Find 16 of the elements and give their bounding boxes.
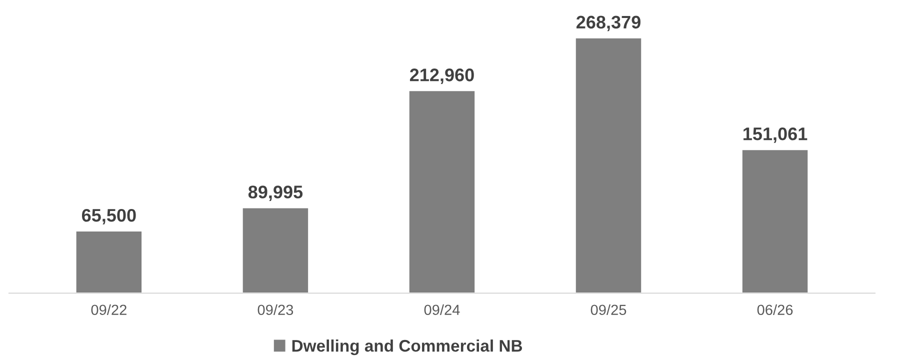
bar xyxy=(241,206,310,294)
data-label: 65,500 xyxy=(82,208,136,224)
bar xyxy=(741,148,810,294)
data-label: 151,061 xyxy=(744,127,808,143)
bar xyxy=(408,90,476,294)
x-tick-label: 09/22 xyxy=(91,304,126,316)
x-tick-label: 09/23 xyxy=(258,304,294,316)
bar xyxy=(74,230,143,294)
bar xyxy=(574,36,643,294)
data-label: 89,995 xyxy=(248,186,303,202)
data-label: 268,379 xyxy=(576,16,640,32)
x-tick-label: 09/24 xyxy=(424,304,460,316)
x-tick-label: 09/25 xyxy=(590,304,626,316)
data-label: 212,960 xyxy=(410,68,474,84)
legend-label: Dwelling and Commercial NB xyxy=(292,339,522,356)
x-tick-label: 06/26 xyxy=(757,304,793,316)
